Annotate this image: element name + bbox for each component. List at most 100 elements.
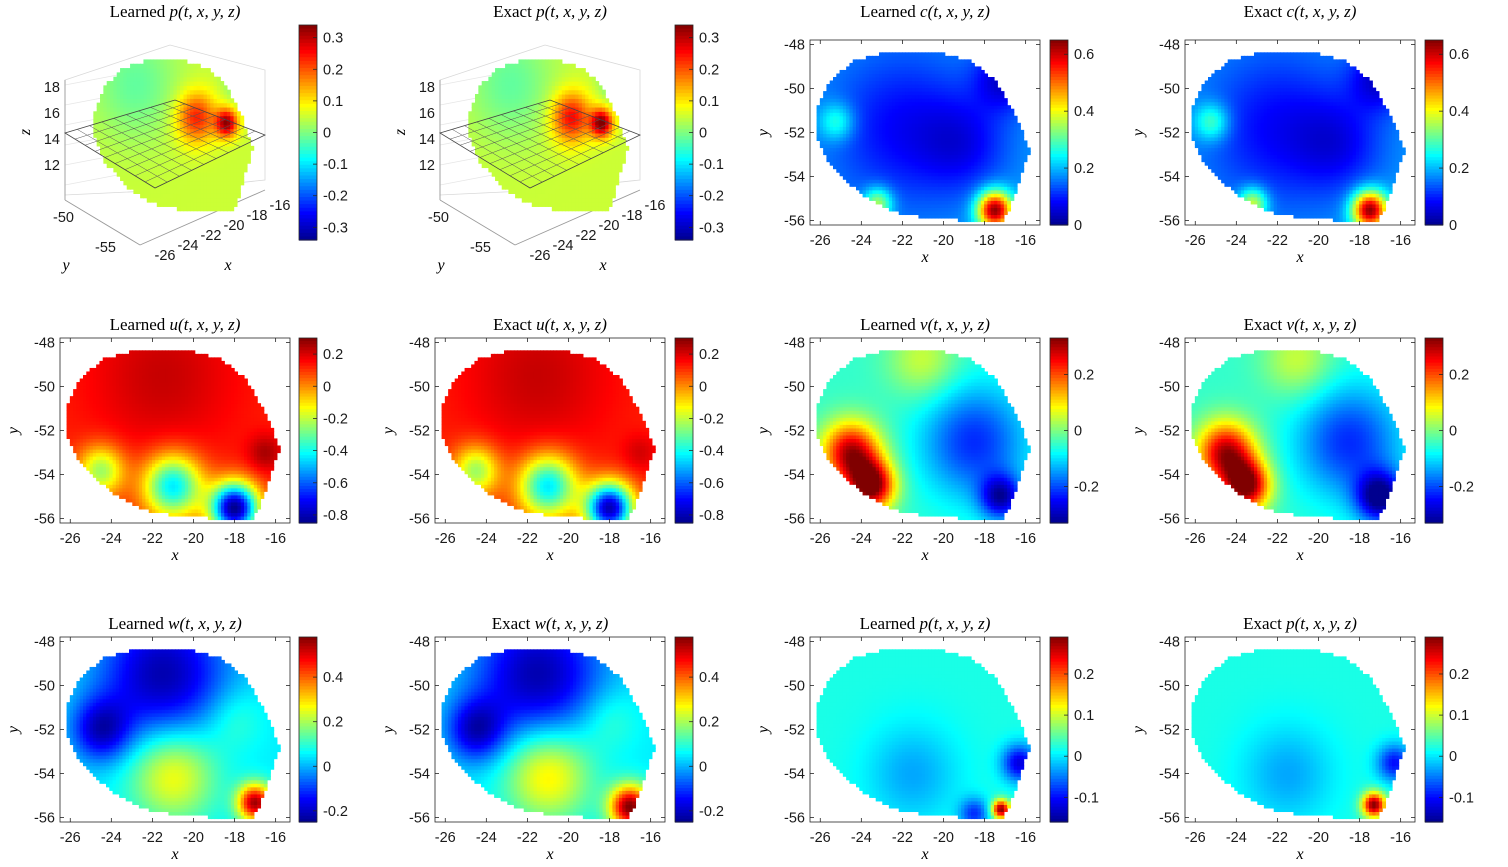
surface-cell <box>116 89 121 95</box>
surface-cell <box>160 59 165 65</box>
surface-cell <box>180 145 185 151</box>
surface-cell <box>106 141 111 147</box>
surface-cell <box>183 59 188 65</box>
surface-cell <box>511 63 516 69</box>
surface-cell <box>113 167 118 173</box>
surface-cell <box>471 124 476 130</box>
surface-cell <box>625 145 630 151</box>
surface-cell <box>220 202 225 207</box>
surface-cell <box>193 206 198 212</box>
surface-cell <box>525 150 530 156</box>
surface-cell <box>143 85 148 91</box>
surface-cell <box>206 145 211 151</box>
surface-cell <box>511 189 516 194</box>
surface-cell <box>170 85 175 91</box>
surface-cell <box>146 94 151 99</box>
surface-cell <box>156 197 161 203</box>
surface-cell <box>173 141 178 147</box>
surface-cell <box>113 89 118 95</box>
surface-cell <box>150 141 155 147</box>
surface-cell <box>515 98 520 104</box>
surface-cell <box>143 180 148 186</box>
surface-cell <box>213 119 218 125</box>
surface-cell <box>193 124 198 130</box>
colorbar-segment <box>675 42 693 48</box>
surface-cell <box>518 94 523 99</box>
surface-cell <box>518 72 523 78</box>
surface-cell <box>146 128 151 134</box>
surface-cell <box>475 102 479 108</box>
colorbar-segment <box>299 207 317 212</box>
surface-cell <box>213 167 218 173</box>
surface-cell <box>166 150 171 156</box>
surface-cell <box>495 68 499 73</box>
surface-cell <box>110 119 114 125</box>
surface-cell <box>491 76 496 82</box>
x-tick-label: -20 <box>224 218 245 234</box>
colorbar-segment <box>299 168 317 173</box>
surface-cell <box>166 85 171 91</box>
surface-cell <box>528 128 533 134</box>
surface-cell <box>146 158 151 164</box>
surface-cell <box>106 145 111 151</box>
surface-cell <box>180 193 185 199</box>
surface-cell <box>518 193 523 199</box>
surface-cell <box>206 119 211 125</box>
surface-cell <box>525 63 530 69</box>
surface-cell <box>471 106 476 112</box>
surface-cell <box>150 145 155 151</box>
surface-cell <box>173 180 178 186</box>
surface-cell <box>120 89 124 95</box>
surface-cell <box>153 85 158 91</box>
surface-cell <box>495 132 499 138</box>
surface-cell <box>123 68 128 73</box>
surface-cell <box>140 163 145 169</box>
surface-cell <box>236 193 241 199</box>
colorbar-segment <box>299 25 317 30</box>
title-word: Learned <box>860 2 920 21</box>
surface-cell <box>153 176 158 182</box>
surface-cell <box>485 119 489 125</box>
surface-cell <box>193 150 198 156</box>
surface-cell <box>528 163 533 169</box>
surface-cell <box>531 158 536 164</box>
surface-cell <box>481 81 486 86</box>
surface-cell <box>240 158 245 164</box>
surface-cell <box>150 68 155 73</box>
surface-cell <box>511 72 516 78</box>
surface-cell <box>166 202 171 207</box>
surface-cell <box>190 132 195 138</box>
surface-cell <box>501 102 506 108</box>
title-arguments: (t, x, y, z) <box>545 2 608 21</box>
surface-cell <box>103 106 108 112</box>
surface-cell <box>196 63 201 69</box>
surface-cell <box>488 89 493 95</box>
surface-cell <box>133 145 138 151</box>
surface-cell <box>233 202 238 207</box>
surface-cell <box>528 115 533 121</box>
surface-cell <box>183 68 188 73</box>
surface-cell <box>136 184 141 190</box>
surface-cell <box>203 137 208 143</box>
surface-cell <box>243 158 248 164</box>
surface-cell <box>186 63 191 69</box>
surface <box>468 59 630 212</box>
surface-cell <box>528 176 533 182</box>
surface-cell <box>146 163 151 169</box>
surface-cell <box>511 98 516 104</box>
surface-cell <box>498 145 503 151</box>
surface-cell <box>200 94 205 99</box>
surface-cell <box>196 132 201 138</box>
surface-cell <box>521 59 526 65</box>
surface-cell <box>223 171 228 177</box>
surface-cell <box>176 76 181 82</box>
colorbar-segment <box>675 103 693 109</box>
surface-cell <box>163 189 168 194</box>
surface-cell <box>501 94 506 99</box>
surface-cell <box>518 76 523 82</box>
slice-plane-line <box>150 107 241 148</box>
surface-cell <box>498 163 503 169</box>
surface-cell <box>213 124 218 130</box>
x-tick-label: -24 <box>553 238 574 254</box>
surface-cell <box>200 102 205 108</box>
